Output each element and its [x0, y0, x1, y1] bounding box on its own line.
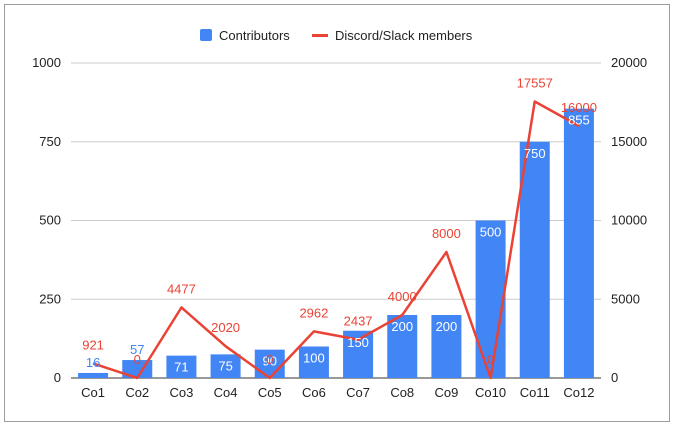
line-data-label: 921 — [82, 337, 104, 352]
bar[interactable] — [520, 142, 550, 378]
x-tick-label: Co9 — [434, 385, 458, 400]
line-data-label: 2962 — [299, 305, 328, 320]
right-tick-label: 0 — [611, 370, 618, 385]
left-tick-label: 500 — [39, 213, 61, 228]
left-axis: 0 250 500 750 1000 — [32, 55, 61, 385]
series-line[interactable] — [93, 101, 579, 378]
right-axis: 0 5000 10000 15000 20000 — [611, 55, 647, 385]
x-tick-label: Co1 — [81, 385, 105, 400]
line-data-label: 0 — [487, 352, 494, 367]
right-tick-label: 5000 — [611, 291, 640, 306]
legend-swatch-members — [312, 34, 328, 37]
bar-data-label: 75 — [218, 358, 232, 373]
left-tick-label: 0 — [54, 370, 61, 385]
line-data-label: 8000 — [432, 226, 461, 241]
bar[interactable] — [78, 373, 108, 378]
members-line — [93, 101, 579, 378]
left-tick-label: 750 — [39, 134, 61, 149]
x-tick-label: Co6 — [302, 385, 326, 400]
x-tick-label: Co10 — [475, 385, 506, 400]
bar[interactable] — [564, 109, 594, 378]
legend-swatch-contributors — [200, 29, 212, 41]
bar-data-label: 200 — [391, 319, 413, 334]
contributors-bars — [78, 109, 594, 378]
legend-item-contributors[interactable]: Contributors — [200, 28, 290, 43]
line-data-label: 2020 — [211, 320, 240, 335]
right-tick-label: 15000 — [611, 134, 647, 149]
x-tick-label: Co12 — [563, 385, 594, 400]
bar-data-label: 150 — [347, 335, 369, 350]
x-tick-label: Co3 — [169, 385, 193, 400]
line-data-label: 0 — [266, 352, 273, 367]
x-tick-label: Co8 — [390, 385, 414, 400]
legend-label-contributors: Contributors — [219, 28, 290, 43]
line-data-label: 0 — [134, 352, 141, 367]
x-tick-label: Co7 — [346, 385, 370, 400]
right-tick-label: 20000 — [611, 55, 647, 70]
bar-data-label: 71 — [174, 360, 188, 375]
left-tick-label: 1000 — [32, 55, 61, 70]
line-data-label: 2437 — [344, 314, 373, 329]
bar-data-label: 500 — [480, 225, 502, 240]
x-axis: Co1 Co2 Co3 Co4 Co5 Co6 Co7 Co8 Co9 Co10 Co11 Co12 — [81, 385, 594, 400]
line-data-label: 4477 — [167, 281, 196, 296]
x-tick-label: Co2 — [125, 385, 149, 400]
legend-label-members: Discord/Slack members — [335, 28, 473, 43]
bar-data-label: 16 — [86, 355, 100, 370]
legend-item-members[interactable]: Discord/Slack members — [312, 28, 473, 43]
x-tick-label: Co4 — [214, 385, 238, 400]
right-tick-label: 10000 — [611, 213, 647, 228]
line-data-label: 17557 — [517, 75, 553, 90]
x-tick-label: Co11 — [520, 385, 550, 400]
bar-data-label: 750 — [524, 146, 546, 161]
bar-data-label: 100 — [303, 351, 325, 366]
line-data-label: 16000 — [561, 100, 597, 115]
line-data-label: 4000 — [388, 289, 417, 304]
left-tick-label: 250 — [39, 291, 61, 306]
bar-data-label: 200 — [436, 319, 458, 334]
x-tick-label: Co5 — [258, 385, 282, 400]
legend: Contributors Discord/Slack members — [200, 28, 473, 43]
